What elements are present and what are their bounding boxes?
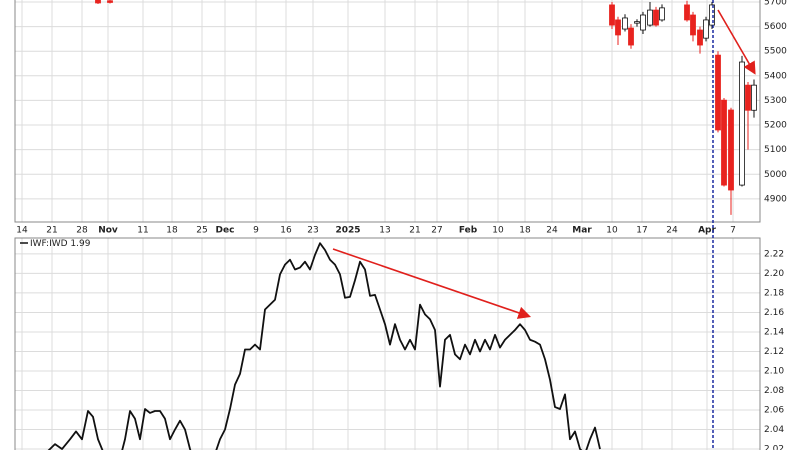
- x-tick-label: 13: [379, 226, 390, 236]
- x-tick-label: 10: [492, 226, 504, 236]
- x-tick-label: 21: [409, 226, 420, 236]
- annotation-arrow: [717, 9, 756, 75]
- candle-body: [622, 17, 628, 30]
- x-tick-label: 16: [280, 226, 292, 236]
- y-tick-label: 5600: [764, 22, 787, 32]
- x-tick-label: 23: [307, 226, 318, 236]
- y-tick-label: 2.02: [764, 445, 784, 450]
- x-tick-label: 10: [606, 226, 618, 236]
- x-tick-label: 17: [636, 226, 647, 236]
- y-tick-label: 5400: [764, 71, 787, 81]
- x-tick-label: 11: [137, 226, 148, 236]
- candle-body: [709, 4, 715, 26]
- y-tick-label: 2.08: [764, 386, 784, 396]
- candle-body: [697, 29, 703, 46]
- candle-body: [659, 7, 665, 21]
- candle-body: [653, 9, 659, 26]
- price-frame: [14, 0, 761, 223]
- candle-body: [609, 4, 615, 26]
- candle-body: [690, 14, 696, 36]
- x-tick-label: 27: [431, 226, 442, 236]
- x-tick-label: 7: [730, 226, 736, 236]
- x-tick-label: 24: [666, 226, 678, 236]
- x-tick-label: Feb: [459, 226, 478, 236]
- candle-body: [107, 0, 113, 3]
- ratio-frame: [14, 237, 761, 450]
- candle-body: [684, 4, 690, 21]
- candle-body: [739, 61, 745, 186]
- y-tick-label: 2.12: [764, 347, 784, 357]
- candle-body: [647, 9, 653, 26]
- candle-body: [745, 84, 751, 111]
- x-tick-label: 14: [16, 226, 28, 236]
- x-tick-label: 24: [546, 226, 558, 236]
- y-tick-label: 5000: [764, 170, 787, 180]
- y-tick-label: 2.16: [764, 308, 784, 318]
- axes: 4900 5000 5100 5200 5300 5400 5500 5600 5700 14 21…: [16, 0, 787, 450]
- candle-body: [640, 14, 646, 31]
- candle-body: [628, 27, 634, 46]
- ratio-line: [47, 242, 601, 450]
- candle-body: [728, 109, 734, 191]
- x-tick-label: 18: [166, 226, 178, 236]
- y-tick-label: 2.10: [764, 366, 784, 376]
- annotation-arrow: [332, 248, 532, 319]
- y-tick-label: 2.20: [764, 269, 784, 279]
- y-tick-label: 5700: [764, 0, 787, 7]
- y-tick-label: 4900: [764, 194, 787, 204]
- x-tick-label: 25: [196, 226, 207, 236]
- y-tick-label: 5200: [764, 121, 787, 131]
- candle-body: [615, 19, 621, 36]
- y-tick-label: 2.06: [764, 406, 784, 416]
- candle-body: [721, 99, 727, 186]
- candle-body: [715, 54, 721, 131]
- candle-body: [703, 19, 709, 39]
- y-tick-label: 5500: [764, 47, 787, 57]
- x-tick-label: 21: [46, 226, 57, 236]
- x-tick-label: 9: [253, 226, 259, 236]
- x-tick-label: 18: [519, 226, 531, 236]
- y-tick-label: 2.14: [764, 327, 784, 337]
- x-tick-label: Dec: [216, 226, 235, 236]
- x-tick-label: 28: [76, 226, 88, 236]
- x-tick-label: Apr: [698, 226, 716, 236]
- candle-body: [634, 21, 640, 24]
- candle-body: [751, 84, 757, 111]
- x-tick-label: 2025: [335, 226, 360, 236]
- y-tick-label: 2.04: [764, 425, 784, 435]
- legend-label: IWF:IWD 1.99: [30, 239, 91, 249]
- y-tick-label: 2.18: [764, 288, 784, 298]
- x-tick-label: Nov: [98, 226, 118, 236]
- ratio-panel: [15, 238, 760, 450]
- y-tick-label: 5100: [764, 145, 787, 155]
- candle-body: [95, 0, 101, 4]
- y-tick-label: 2.22: [764, 249, 784, 259]
- price-panel: [15, 0, 760, 222]
- x-tick-label: Mar: [572, 226, 592, 236]
- y-tick-label: 5300: [764, 96, 787, 106]
